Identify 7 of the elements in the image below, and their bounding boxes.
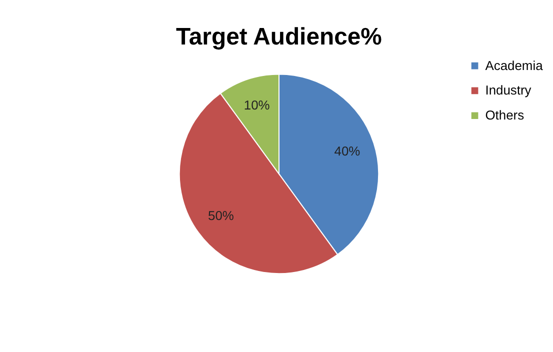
legend-label: Industry [485, 82, 532, 98]
legend-label: Others [485, 108, 524, 123]
data-label: 10% [244, 98, 270, 113]
chart-title: Target Audience% [176, 23, 382, 50]
data-label: 40% [334, 144, 361, 159]
data-label: 50% [208, 208, 234, 224]
legend-label: Academia [485, 58, 544, 73]
